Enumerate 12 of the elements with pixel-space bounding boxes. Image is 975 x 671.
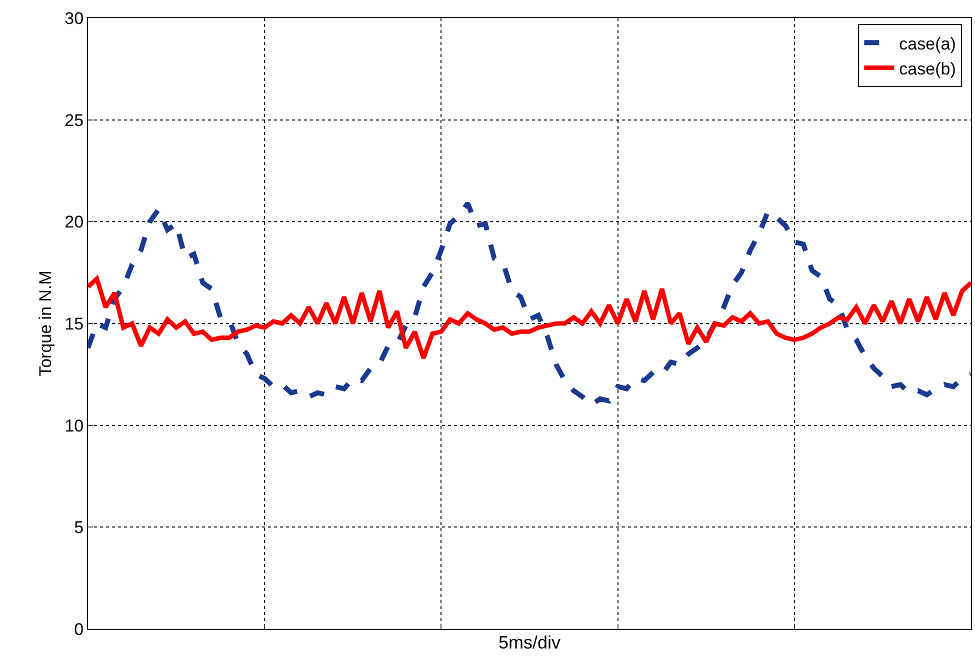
- y-tick-label: 15: [64, 314, 84, 334]
- y-tick-label: 20: [64, 212, 84, 232]
- y-tick-label: 5: [74, 518, 84, 538]
- legend-label: case(b): [899, 59, 956, 78]
- y-tick-label: 25: [64, 110, 84, 130]
- legend-label: case(a): [899, 34, 956, 54]
- y-tick-label: 0: [74, 620, 84, 639]
- y-tick-label: 10: [64, 416, 84, 436]
- y-tick-label: 30: [64, 8, 84, 28]
- line-series: [88, 276, 971, 360]
- y-axis-title: Torque in N.M: [36, 270, 56, 376]
- x-axis-title: 5ms/div: [498, 632, 561, 652]
